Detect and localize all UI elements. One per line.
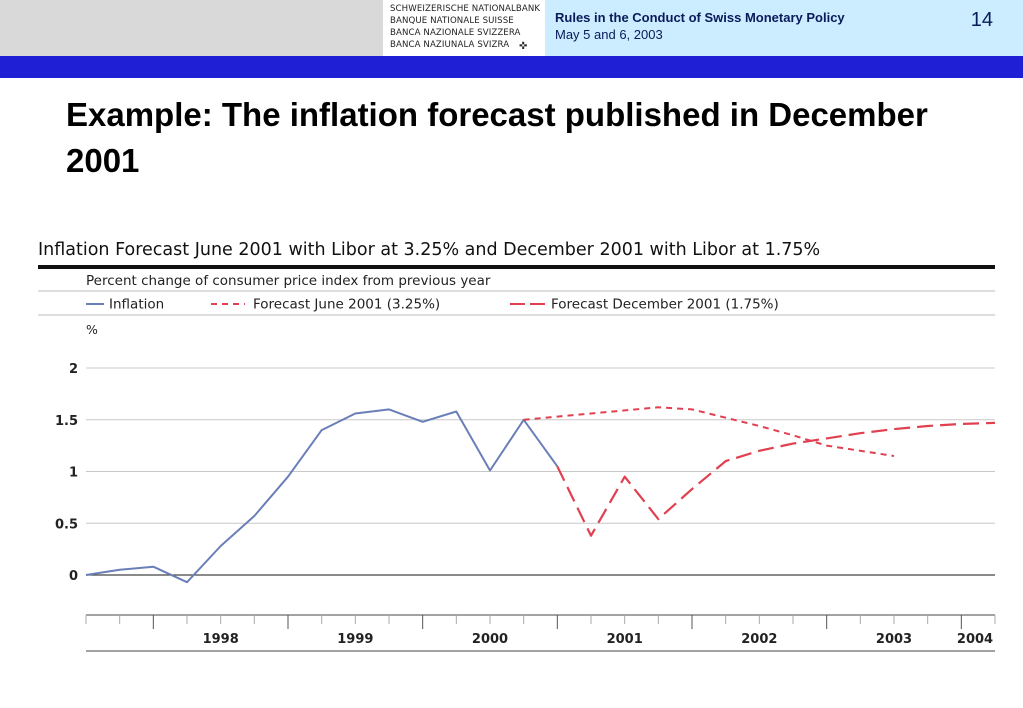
slide-title: Example: The inflation forecast publishe… — [66, 96, 928, 179]
title-rule — [38, 265, 995, 269]
x-tick-label: 2003 — [876, 632, 912, 647]
chart-title: Inflation Forecast June 2001 with Libor … — [38, 240, 820, 260]
grid-lines — [86, 367, 995, 576]
conference-date: May 5 and 6, 2003 — [555, 27, 663, 42]
logo-line-1: SCHWEIZERISCHE NATIONALBANK — [390, 4, 541, 14]
x-tick-label: 2001 — [607, 632, 643, 647]
legend-label-forecast-december: Forecast December 2001 (1.75%) — [551, 297, 779, 313]
legend-label-forecast-june: Forecast June 2001 (3.25%) — [253, 297, 440, 313]
y-tick-label: 0.5 — [55, 517, 78, 532]
legend-label-inflation: Inflation — [109, 297, 164, 313]
x-tick-label: 1999 — [337, 632, 373, 647]
series-inflation-line — [85, 408, 559, 584]
y-tick-label: 1.5 — [55, 414, 78, 429]
x-axis: 1998 1999 2000 2001 2002 2003 2004 — [85, 614, 996, 652]
slide-number: 14 — [970, 9, 993, 31]
y-tick-label: 1 — [69, 466, 78, 481]
logo-line-4: BANCA NAZIUNALA SVIZRA — [390, 40, 510, 50]
header-panel: Rules in the Conduct of Swiss Monetary P… — [545, 0, 1023, 56]
y-tick-label: 2 — [69, 362, 78, 377]
x-tick-label: 2002 — [741, 632, 777, 647]
swiss-cross-icon: ✜ — [519, 41, 528, 52]
chart-subtitle: Percent change of consumer price index f… — [86, 273, 491, 289]
x-tick-label: 2000 — [472, 632, 508, 647]
conference-title: Rules in the Conduct of Swiss Monetary P… — [555, 10, 845, 25]
inflation-chart: Inflation Forecast June 2001 with Libor … — [38, 240, 996, 652]
x-tick-label: 2004 — [957, 632, 993, 647]
y-tick-labels: 0 0.5 1 1.5 2 — [55, 362, 78, 584]
blue-accent-bar — [0, 56, 1023, 78]
series-forecast-december-line — [556, 421, 996, 537]
snb-logo: SCHWEIZERISCHE NATIONALBANK BANQUE NATIO… — [383, 0, 545, 56]
x-tick-label: 1998 — [203, 632, 239, 647]
y-tick-label: 0 — [69, 569, 78, 584]
legend: Inflation Forecast June 2001 (3.25%) For… — [86, 297, 779, 313]
logo-line-3: BANCA NAZIONALE SVIZZERA — [390, 28, 521, 38]
logo-line-2: BANQUE NATIONALE SUISSE — [390, 16, 514, 26]
series-forecast-june-line — [523, 406, 895, 457]
y-axis-unit: % — [86, 322, 98, 337]
series-lines — [85, 406, 996, 584]
